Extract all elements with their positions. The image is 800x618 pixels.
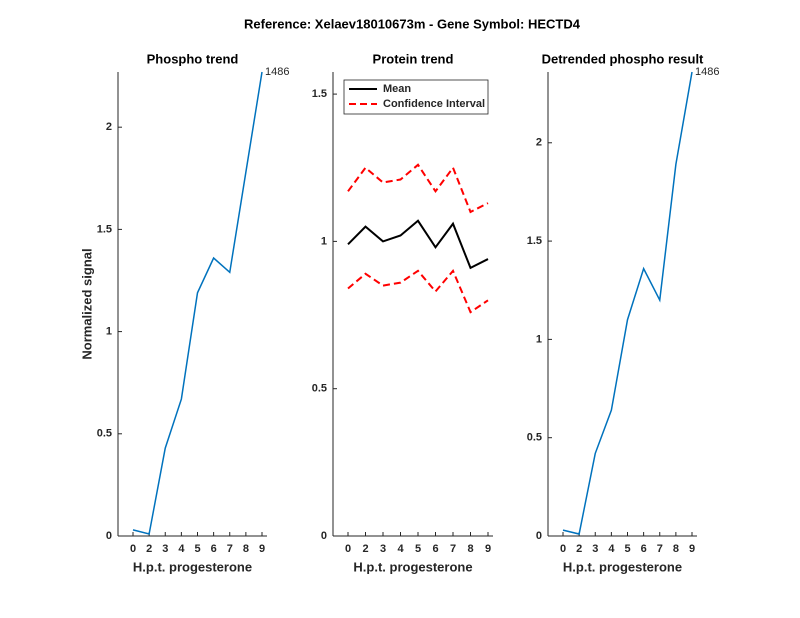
series-line	[562, 71, 693, 535]
y-tick-label: 0	[536, 530, 542, 542]
annotation: 1486	[265, 66, 289, 78]
x-tick-label: 4	[608, 543, 615, 555]
x-tick-label: 3	[380, 543, 386, 555]
y-tick-label: 0.5	[312, 383, 327, 395]
x-tick-label: 7	[450, 543, 456, 555]
y-tick-label: 0	[321, 530, 327, 542]
x-tick-label: 0	[560, 543, 566, 555]
x-tick-label: 0	[345, 543, 351, 555]
series-line	[347, 163, 489, 214]
x-tick-label: 0	[130, 543, 136, 555]
x-tick-label: 2	[362, 543, 368, 555]
x-tick-label: 6	[432, 543, 438, 555]
series-line	[132, 71, 263, 535]
series-line	[347, 219, 489, 270]
x-tick-label: 4	[397, 543, 404, 555]
x-tick-label: 7	[657, 543, 663, 555]
annotation: 1486	[695, 66, 719, 78]
y-tick-label: 0.5	[527, 432, 542, 444]
y-tick-label: 2	[536, 137, 542, 149]
chart-title: Protein trend	[373, 51, 454, 66]
legend-label: Confidence Interval	[383, 98, 485, 110]
chart-title: Detrended phospho result	[542, 51, 704, 66]
series-line	[347, 268, 489, 314]
y-tick-label: 1.5	[312, 88, 327, 100]
x-tick-label: 2	[576, 543, 582, 555]
chart-title: Phospho trend	[147, 51, 239, 66]
x-tick-label: 3	[592, 543, 598, 555]
x-tick-label: 6	[211, 543, 217, 555]
x-axis-label: H.p.t. progesterone	[133, 559, 252, 574]
y-tick-label: 0	[106, 530, 112, 542]
legend-box	[343, 79, 489, 115]
x-axis-label: H.p.t. progesterone	[563, 559, 682, 574]
x-tick-label: 2	[146, 543, 152, 555]
legend-label: Mean	[383, 83, 411, 95]
y-axis-label: Normalized signal	[79, 248, 94, 359]
x-tick-label: 5	[624, 543, 630, 555]
x-tick-label: 7	[227, 543, 233, 555]
x-tick-label: 4	[178, 543, 185, 555]
y-tick-label: 2	[106, 121, 112, 133]
y-tick-label: 1.5	[527, 235, 542, 247]
x-axis-label: H.p.t. progesterone	[353, 559, 472, 574]
x-tick-label: 9	[485, 543, 491, 555]
y-tick-label: 1	[536, 333, 542, 345]
y-tick-label: 1.5	[97, 223, 112, 235]
x-tick-label: 8	[467, 543, 473, 555]
x-tick-label: 5	[194, 543, 200, 555]
y-tick-label: 1	[106, 326, 112, 338]
x-tick-label: 8	[243, 543, 249, 555]
x-tick-label: 6	[641, 543, 647, 555]
figure-title: Reference: Xelaev18010673m - Gene Symbol…	[244, 16, 581, 31]
x-tick-label: 5	[415, 543, 421, 555]
x-tick-label: 8	[673, 543, 679, 555]
y-tick-label: 0.5	[97, 428, 112, 440]
y-tick-label: 1	[321, 235, 327, 247]
x-tick-label: 9	[689, 543, 695, 555]
x-tick-label: 3	[162, 543, 168, 555]
x-tick-label: 9	[259, 543, 265, 555]
